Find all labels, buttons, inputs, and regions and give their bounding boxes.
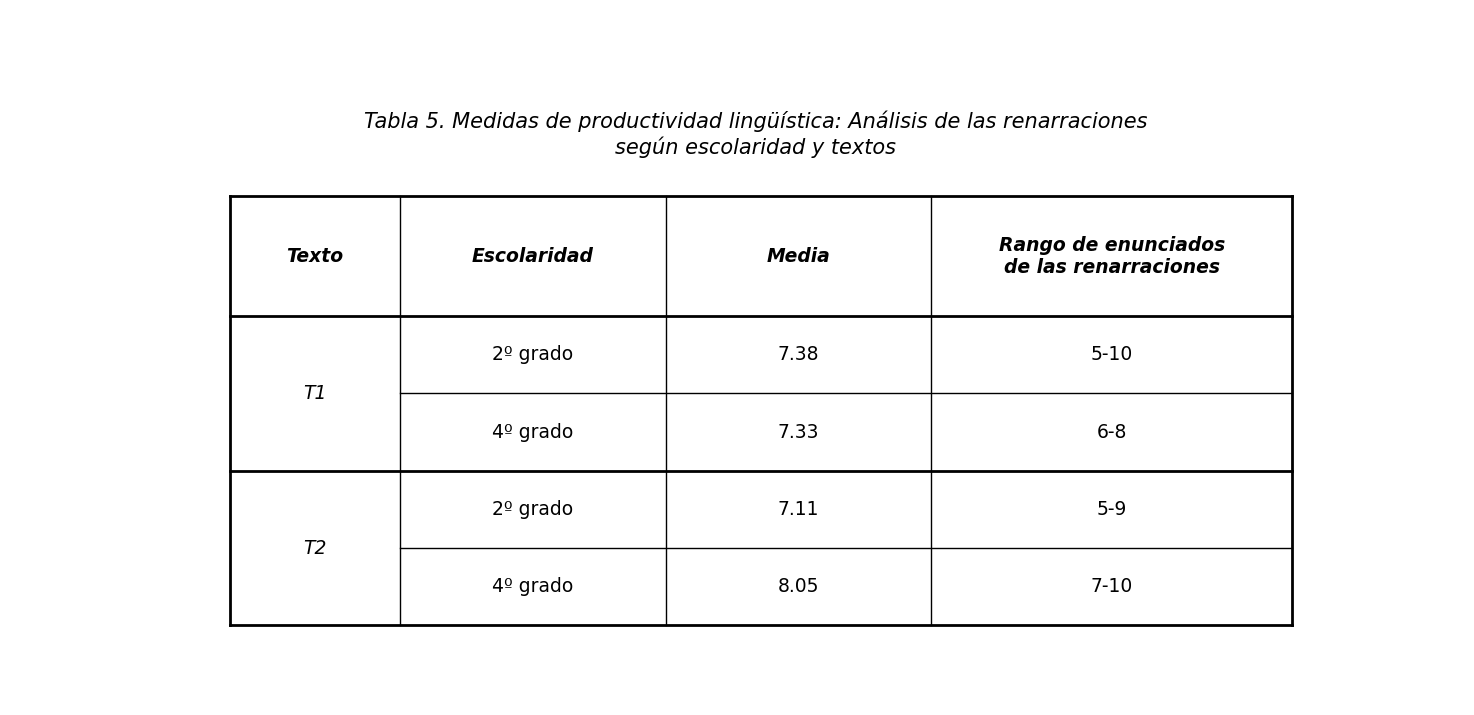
Text: según escolaridad y textos: según escolaridad y textos bbox=[615, 137, 896, 158]
Text: 4º grado: 4º grado bbox=[492, 423, 573, 442]
Text: 7.11: 7.11 bbox=[778, 500, 820, 519]
Text: Media: Media bbox=[766, 247, 830, 265]
Text: T1: T1 bbox=[304, 384, 327, 403]
Text: 7.33: 7.33 bbox=[778, 423, 820, 442]
Text: 6-8: 6-8 bbox=[1097, 423, 1128, 442]
Text: Rango de enunciados
de las renarraciones: Rango de enunciados de las renarraciones bbox=[998, 235, 1225, 277]
Text: Escolaridad: Escolaridad bbox=[472, 247, 594, 265]
Text: Texto: Texto bbox=[286, 247, 343, 265]
Text: T2: T2 bbox=[304, 538, 327, 558]
Text: 8.05: 8.05 bbox=[778, 577, 820, 596]
Text: 4º grado: 4º grado bbox=[492, 577, 573, 596]
Text: Tabla 5. Medidas de productividad lingüística: Análisis de las renarraciones: Tabla 5. Medidas de productividad lingüí… bbox=[364, 111, 1147, 132]
Text: 2º grado: 2º grado bbox=[492, 345, 573, 365]
Text: 7.38: 7.38 bbox=[778, 345, 820, 365]
Text: 5-10: 5-10 bbox=[1091, 345, 1134, 365]
Text: 5-9: 5-9 bbox=[1097, 500, 1128, 519]
Text: 2º grado: 2º grado bbox=[492, 500, 573, 519]
Text: 7-10: 7-10 bbox=[1091, 577, 1134, 596]
